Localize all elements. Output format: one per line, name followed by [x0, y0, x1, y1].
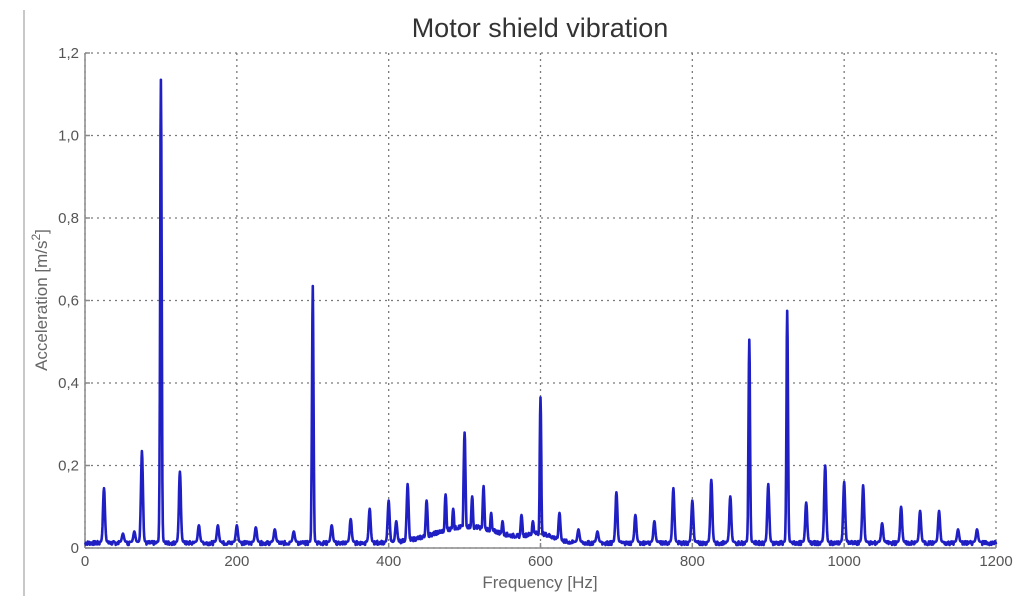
x-axis-label: Frequency [Hz] — [482, 573, 597, 592]
x-tick-label: 1200 — [979, 553, 1012, 570]
y-tick-label: 1,2 — [58, 45, 79, 62]
x-tick-label: 1000 — [827, 553, 860, 570]
y-tick-label: 0 — [71, 540, 79, 557]
y-axis-ticks: 0 0,2 0,4 0,6 0,8 1,0 1,2 — [58, 45, 90, 557]
y-tick-label: 0,2 — [58, 458, 79, 475]
y-tick-label: 1,0 — [58, 128, 79, 145]
y-axis-label-base: Acceleration [m/s — [32, 241, 51, 371]
x-tick-label: 0 — [81, 553, 89, 570]
y-axis-label-sup: 2 — [29, 234, 43, 241]
y-axis-label-tail: ] — [32, 229, 51, 234]
x-axis-ticks: 0 200 400 600 800 1000 1200 — [81, 543, 1013, 570]
x-tick-label: 200 — [224, 553, 249, 570]
y-tick-label: 0,4 — [58, 375, 79, 392]
x-tick-label: 800 — [680, 553, 705, 570]
y-axis-label: Acceleration [m/s2] — [29, 229, 51, 371]
x-tick-label: 400 — [376, 553, 401, 570]
x-tick-label: 600 — [528, 553, 553, 570]
y-tick-label: 0,8 — [58, 210, 79, 227]
y-tick-label: 0,6 — [58, 293, 79, 310]
series-line — [84, 78, 998, 547]
chart-title: Motor shield vibration — [412, 13, 669, 43]
